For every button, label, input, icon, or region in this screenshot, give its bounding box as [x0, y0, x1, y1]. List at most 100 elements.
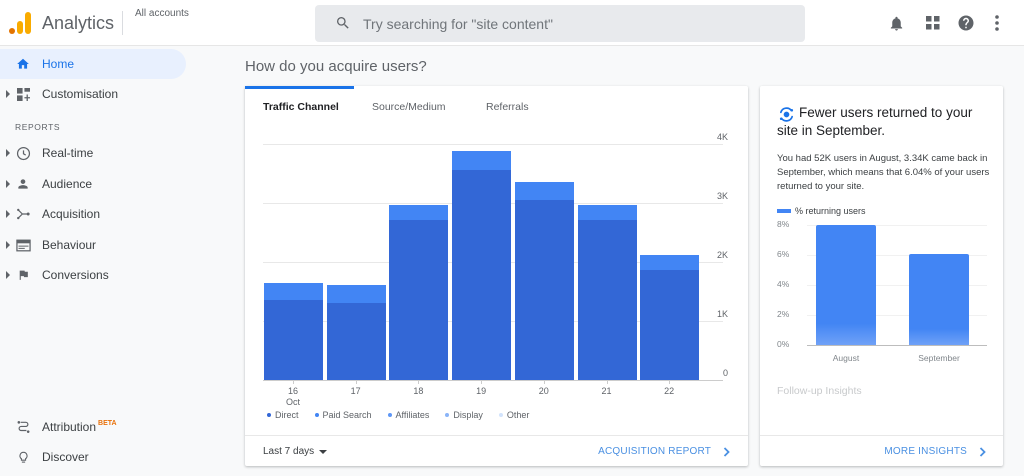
y-axis-tick: 0: [722, 368, 728, 378]
chart-bar[interactable]: [264, 283, 323, 380]
tab-traffic-channel[interactable]: Traffic Channel: [263, 101, 339, 113]
sidebar-item-label: Discover: [42, 450, 89, 464]
bar-segment-direct: [514, 200, 574, 380]
bar-segment-direct: [389, 220, 449, 380]
reports-section-label: REPORTS: [15, 122, 61, 132]
gridline: [263, 144, 723, 145]
y-axis-tick: 4K: [716, 132, 728, 142]
lightbulb-icon: [15, 449, 31, 465]
gridline: [807, 255, 987, 256]
more-vert-icon[interactable]: [987, 13, 1007, 33]
legend-dot-icon: [387, 413, 392, 417]
x-axis-tick: 22: [664, 386, 675, 396]
home-icon: [15, 56, 31, 72]
bar-segment-paid-search: [514, 181, 574, 201]
legend-item-other[interactable]: Other: [498, 410, 529, 420]
more-insights-label: MORE INSIGHTS: [884, 446, 967, 457]
gridline: [807, 315, 987, 316]
sidebar-item-audience[interactable]: Audience: [0, 169, 186, 199]
acquisition-report-link[interactable]: ACQUISITION REPORT: [598, 446, 730, 457]
sidebar-item-label: Real-time: [42, 146, 94, 160]
sidebar-item-behaviour[interactable]: Behaviour: [0, 230, 186, 260]
chart-legend: Direct Paid Search Affiliates Display Other: [267, 410, 529, 420]
bar-segment-paid-search: [640, 254, 700, 271]
sidebar-item-home[interactable]: Home: [0, 49, 186, 79]
sidebar-item-conversions[interactable]: Conversions: [0, 260, 186, 290]
attribution-label: Attribution: [42, 420, 97, 434]
legend-item-display[interactable]: Display: [445, 410, 483, 420]
legend-label: Affiliates: [395, 410, 430, 420]
legend-item-direct[interactable]: Direct: [267, 410, 299, 420]
x-axis-tick: August: [832, 353, 860, 363]
sidebar-item-label: Home: [42, 57, 75, 71]
gridline: [807, 345, 987, 346]
x-axis-tick: 17: [350, 386, 361, 396]
sidebar-item-customisation[interactable]: Customisation: [0, 79, 186, 109]
chart-bar[interactable]: [909, 254, 969, 345]
chart-bar[interactable]: [577, 204, 637, 380]
bar-segment-direct: [326, 302, 386, 380]
date-range-label: Last 7 days: [263, 446, 315, 457]
expand-caret-icon[interactable]: [6, 241, 10, 249]
legend-item-paid-search[interactable]: Paid Search: [314, 410, 372, 420]
active-tab-indicator: [245, 86, 354, 89]
dropdown-arrow-icon: [319, 449, 328, 454]
tab-source-medium[interactable]: Source/Medium: [372, 101, 446, 113]
sidebar-item-label: Conversions: [42, 268, 109, 282]
search-input[interactable]: [363, 5, 783, 42]
apps-grid-icon[interactable]: [923, 13, 943, 33]
x-axis-tick-mark: [669, 380, 671, 384]
legend-label: Paid Search: [322, 410, 372, 420]
legend-item-affiliates[interactable]: Affiliates: [387, 410, 430, 420]
legend-label: Display: [453, 410, 483, 420]
expand-caret-icon[interactable]: [6, 180, 10, 188]
legend-label: Direct: [275, 410, 299, 420]
sidebar-item-label: Audience: [42, 177, 93, 191]
legend-dot-icon: [314, 413, 319, 417]
chart-bar[interactable]: [514, 181, 574, 380]
chart-bar[interactable]: [452, 151, 512, 380]
tab-referrals[interactable]: Referrals: [486, 101, 529, 113]
date-range-dropdown[interactable]: Last 7 days: [263, 446, 328, 457]
x-axis-tick-mark: [606, 380, 608, 384]
chart-bar[interactable]: [816, 225, 876, 345]
acquisition-report-label: ACQUISITION REPORT: [598, 446, 711, 457]
account-selector[interactable]: All accounts: [135, 8, 189, 19]
bar-segment-paid-search: [326, 285, 386, 303]
sidebar-item-real-time[interactable]: Real-time: [0, 138, 186, 168]
sidebar: Home Customisation REPORTS Real-time Aud…: [0, 46, 230, 476]
x-axis-tick-mark: [293, 380, 294, 384]
expand-caret-icon[interactable]: [6, 149, 10, 157]
gridline: [263, 380, 723, 381]
expand-caret-icon[interactable]: [6, 90, 10, 98]
chart-bar[interactable]: [640, 254, 700, 380]
sidebar-item-attribution[interactable]: Attribution BETA: [0, 412, 186, 442]
web-window-icon: [15, 237, 31, 253]
chart-bar[interactable]: [326, 285, 386, 380]
x-axis-tick: 16 Oct: [285, 386, 300, 407]
y-axis-tick: 0%: [777, 339, 790, 349]
bell-icon[interactable]: [886, 13, 906, 33]
x-axis-tick-mark: [355, 380, 357, 384]
traffic-channel-chart: 0 1K 2K 3K 4K 16 Oct 17 18 19 20 21 22: [263, 132, 728, 407]
expand-caret-icon[interactable]: [6, 271, 10, 279]
follow-up-insights: Follow-up Insights: [777, 385, 862, 397]
search-bar[interactable]: [315, 5, 805, 42]
sidebar-item-discover[interactable]: Discover: [0, 442, 186, 472]
beta-badge: BETA: [98, 420, 117, 427]
chart-bar[interactable]: [389, 204, 449, 380]
legend-dot-icon: [498, 413, 503, 417]
more-insights-link[interactable]: MORE INSIGHTS: [884, 446, 986, 457]
insight-orbit-icon: [779, 107, 794, 122]
clock-icon: [15, 145, 31, 161]
analytics-logo-icon[interactable]: [9, 10, 31, 34]
returning-users-legend: % returning users: [777, 206, 866, 216]
help-icon[interactable]: [956, 13, 976, 33]
y-axis-tick: 6%: [777, 249, 790, 259]
expand-caret-icon[interactable]: [6, 210, 10, 218]
legend-label: % returning users: [795, 206, 866, 216]
flag-icon: [15, 267, 31, 283]
sidebar-item-acquisition[interactable]: Acquisition: [0, 199, 186, 229]
acquisition-card: Traffic Channel Source/Medium Referrals …: [245, 86, 748, 466]
dashboard-add-icon: [15, 86, 31, 102]
